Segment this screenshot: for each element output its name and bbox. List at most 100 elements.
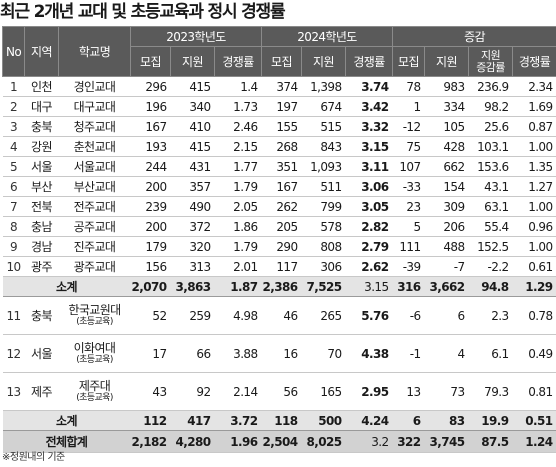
table-header: No 지역 학교명 2023학년도 2024학년도 증감 모집 지원 경쟁률 모… bbox=[2, 26, 556, 77]
cell-school: 진주교대 bbox=[58, 236, 131, 257]
cell-apply-2023: 259 bbox=[170, 296, 215, 335]
cell-change-apply: 6 bbox=[424, 296, 469, 335]
cell-change-ratio: 1.00 bbox=[512, 196, 556, 217]
cell-region: 충남 bbox=[24, 216, 59, 237]
cell-school: 부산교대 bbox=[58, 176, 131, 197]
cell-change-recruit: 107 bbox=[392, 156, 425, 177]
cell-apply-rate: 55.4 bbox=[468, 216, 513, 237]
header-2024-recruit: 모집 bbox=[261, 46, 302, 77]
school-dept: (초등교육) bbox=[76, 393, 113, 403]
cell-apply-rate: 103.1 bbox=[468, 136, 513, 157]
cell-apply-2023: 431 bbox=[170, 156, 215, 177]
cell-school: 대구교대 bbox=[58, 96, 131, 117]
cell-no: 12 bbox=[2, 334, 25, 373]
cell-recruit-2023: 179 bbox=[130, 236, 171, 257]
cell-ratio-2023: 3.72 bbox=[214, 410, 262, 431]
cell-change-apply: 83 bbox=[424, 410, 469, 431]
cell-school: 경인교대 bbox=[58, 76, 131, 97]
cell-change-ratio: 0.78 bbox=[512, 296, 556, 335]
cell-recruit-2024: 2,504 bbox=[261, 430, 302, 453]
cell-school: 춘천교대 bbox=[58, 136, 131, 157]
cell-recruit-2023: 2,182 bbox=[130, 430, 171, 453]
cell-change-apply: 334 bbox=[424, 96, 469, 117]
cell-ratio-2023: 1.4 bbox=[214, 76, 262, 97]
cell-school: 제주대 (초등교육) bbox=[58, 372, 131, 411]
cell-apply-2023: 415 bbox=[170, 136, 215, 157]
header-2024-apply: 지원 bbox=[301, 46, 346, 77]
cell-no: 9 bbox=[2, 236, 25, 257]
cell-no: 5 bbox=[2, 156, 25, 177]
cell-recruit-2024: 16 bbox=[261, 334, 302, 373]
competition-rate-table: No 지역 학교명 2023학년도 2024학년도 증감 모집 지원 경쟁률 모… bbox=[2, 26, 556, 453]
cell-no: 8 bbox=[2, 216, 25, 237]
cell-apply-2023: 320 bbox=[170, 236, 215, 257]
cell-recruit-2023: 2,070 bbox=[130, 276, 171, 297]
cell-ratio-2023: 1.87 bbox=[214, 276, 262, 297]
cell-no: 6 bbox=[2, 176, 25, 197]
cell-apply-2023: 340 bbox=[170, 96, 215, 117]
subtotal-row: 소계 2,070 3,863 1.87 2,386 7,525 3.15 316 3,662 94… bbox=[2, 276, 556, 297]
cell-recruit-2024: 262 bbox=[261, 196, 302, 217]
cell-change-recruit: 78 bbox=[392, 76, 425, 97]
cell-ratio-2024: 5.76 bbox=[345, 296, 393, 335]
cell-apply-2024: 70 bbox=[301, 334, 346, 373]
cell-ratio-2024: 3.11 bbox=[345, 156, 393, 177]
cell-ratio-2024: 3.74 bbox=[345, 76, 393, 97]
cell-ratio-2023: 2.14 bbox=[214, 372, 262, 411]
cell-ratio-2023: 1.77 bbox=[214, 156, 262, 177]
header-2024-ratio: 경쟁률 bbox=[345, 46, 393, 77]
cell-apply-2024: 799 bbox=[301, 196, 346, 217]
cell-ratio-2023: 3.88 bbox=[214, 334, 262, 373]
cell-recruit-2023: 156 bbox=[130, 256, 171, 277]
cell-recruit-2023: 239 bbox=[130, 196, 171, 217]
cell-recruit-2024: 374 bbox=[261, 76, 302, 97]
cell-ratio-2024: 3.15 bbox=[345, 136, 393, 157]
cell-ratio-2023: 1.73 bbox=[214, 96, 262, 117]
subtotal-label: 소계 bbox=[2, 276, 131, 297]
cell-ratio-2023: 1.86 bbox=[214, 216, 262, 237]
cell-region: 충북 bbox=[24, 116, 59, 137]
header-change: 증감 bbox=[391, 26, 556, 47]
cell-region: 서울 bbox=[24, 156, 59, 177]
header-change-recruit: 모집 bbox=[392, 46, 425, 77]
cell-recruit-2024: 268 bbox=[261, 136, 302, 157]
cell-change-recruit: -1 bbox=[392, 334, 425, 373]
cell-apply-2023: 490 bbox=[170, 196, 215, 217]
cell-change-ratio: 1.00 bbox=[512, 236, 556, 257]
cell-apply-2023: 3,863 bbox=[170, 276, 215, 297]
cell-no: 11 bbox=[2, 296, 25, 335]
table-row: 3 충북 청주교대 167 410 2.46 155 515 3.32 -12 105 25.6 0.8… bbox=[2, 116, 556, 137]
cell-apply-rate: 98.2 bbox=[468, 96, 513, 117]
cell-apply-2024: 674 bbox=[301, 96, 346, 117]
cell-apply-2024: 265 bbox=[301, 296, 346, 335]
header-no: No bbox=[2, 26, 25, 77]
total-label: 전체합계 bbox=[2, 430, 131, 453]
cell-change-recruit: 75 bbox=[392, 136, 425, 157]
cell-apply-2024: 578 bbox=[301, 216, 346, 237]
cell-change-recruit: 1 bbox=[392, 96, 425, 117]
cell-recruit-2024: 351 bbox=[261, 156, 302, 177]
cell-recruit-2024: 46 bbox=[261, 296, 302, 335]
cell-change-ratio: 0.81 bbox=[512, 372, 556, 411]
cell-recruit-2024: 290 bbox=[261, 236, 302, 257]
cell-recruit-2024: 155 bbox=[261, 116, 302, 137]
cell-region: 서울 bbox=[24, 334, 59, 373]
page-title: 최근 2개년 교대 및 초등교육과 정시 경쟁률 bbox=[0, 2, 286, 22]
header-2023-ratio: 경쟁률 bbox=[214, 46, 262, 77]
cell-change-apply: 4 bbox=[424, 334, 469, 373]
cell-ratio-2023: 4.98 bbox=[214, 296, 262, 335]
cell-apply-2023: 313 bbox=[170, 256, 215, 277]
table-row: 4 강원 춘천교대 193 415 2.15 268 843 3.15 75 428 103.1 1.0… bbox=[2, 136, 556, 157]
cell-apply-rate: 87.5 bbox=[468, 430, 513, 453]
cell-apply-2023: 415 bbox=[170, 76, 215, 97]
cell-apply-2023: 357 bbox=[170, 176, 215, 197]
cell-ratio-2024: 3.15 bbox=[345, 276, 393, 297]
cell-apply-2024: 7,525 bbox=[301, 276, 346, 297]
cell-recruit-2023: 43 bbox=[130, 372, 171, 411]
cell-school: 광주교대 bbox=[58, 256, 131, 277]
cell-ratio-2024: 2.62 bbox=[345, 256, 393, 277]
subtotal-row: 소계 112 417 3.72 118 500 4.24 6 83 19.9 0.51 bbox=[2, 410, 556, 431]
cell-recruit-2023: 52 bbox=[130, 296, 171, 335]
cell-change-ratio: 1.29 bbox=[512, 276, 556, 297]
cell-school: 전주교대 bbox=[58, 196, 131, 217]
